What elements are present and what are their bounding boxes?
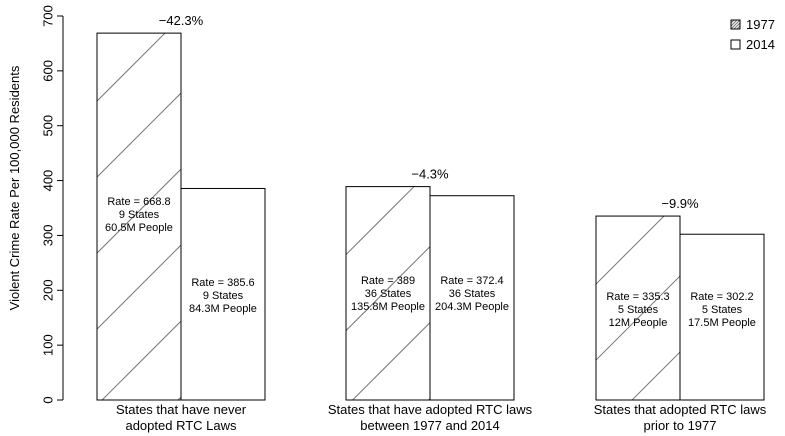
bar-value-label: 5 States — [618, 304, 659, 316]
legend-swatch — [730, 19, 741, 30]
bar-value-label: Rate = 302.2 — [690, 291, 753, 303]
hatch-pattern — [346, 186, 430, 400]
legend-label: 2014 — [746, 37, 775, 52]
legend-hatch-line — [731, 20, 732, 21]
y-tick-label: 0 — [40, 396, 55, 403]
bars — [96, 32, 765, 401]
bar-value-label: 36 States — [365, 288, 412, 300]
category-label: between 1977 and 2014 — [360, 418, 500, 433]
legend-hatch-line — [736, 25, 740, 29]
legend-hatch-line — [731, 20, 738, 27]
category-label: adopted RTC Laws — [125, 418, 237, 433]
bar-fill — [97, 33, 181, 401]
y-axis-label: Violent Crime Rate Per 100,000 Residents — [7, 65, 22, 310]
bar-1977 — [345, 186, 431, 401]
y-tick-label: 300 — [40, 225, 55, 247]
legend-label: 1977 — [746, 17, 775, 32]
hatch-line — [352, 321, 430, 400]
bar-value-label: 204.3M People — [435, 301, 509, 313]
bar-value-label: 84.3M People — [189, 303, 257, 315]
bar-value-label: Rate = 389 — [361, 275, 415, 287]
category-label: States that have adopted RTC laws — [328, 402, 533, 417]
category-label: States that have never — [116, 402, 247, 417]
hatch-line — [596, 216, 665, 285]
y-tick-label: 600 — [40, 60, 55, 82]
hatch-pattern — [596, 216, 680, 400]
bar-value-label: 5 States — [702, 304, 743, 316]
legend-item-2014: 2014 — [730, 37, 775, 52]
y-tick-label: 500 — [40, 115, 55, 137]
legend-hatch-line — [731, 20, 735, 24]
bar-outline — [180, 187, 266, 401]
y-tick-label: 200 — [40, 279, 55, 301]
bar-value-label: 36 States — [449, 288, 496, 300]
bar-outline — [679, 233, 765, 401]
legend-hatch-line — [733, 22, 740, 29]
hatch-line — [631, 351, 680, 400]
bar-value-label: 17.5M People — [688, 317, 756, 329]
hatch-line — [101, 320, 181, 401]
bar-fill — [680, 234, 764, 400]
category-label: prior to 1977 — [644, 418, 717, 433]
bar-fill — [181, 188, 265, 400]
legend-swatch — [730, 39, 741, 50]
hatch-line — [346, 186, 415, 256]
y-tick-label: 100 — [40, 334, 55, 356]
percent-change-label: −42.3% — [159, 13, 204, 28]
bar-outline — [429, 195, 515, 401]
bar-value-label: Rate = 385.6 — [191, 277, 254, 289]
legend: 1977 2014 — [730, 17, 775, 52]
category-label: States that adopted RTC laws — [594, 402, 767, 417]
hatch-line — [97, 168, 181, 254]
hatch-pattern — [97, 33, 181, 401]
hatch-line — [346, 245, 430, 332]
legend-item-1977: 1977 — [730, 17, 775, 32]
bar-2014 — [180, 187, 266, 401]
bar-value-label: Rate = 372.4 — [440, 275, 503, 287]
bar-2014 — [679, 233, 765, 401]
bar-value-label: 12M People — [609, 317, 668, 329]
bar-value-label: 9 States — [119, 209, 160, 221]
hatch-line — [596, 275, 680, 361]
percent-change-label: −9.9% — [661, 196, 699, 211]
legend-swatch-bg — [731, 40, 740, 49]
bar-value-label: 135.8M People — [351, 301, 425, 313]
hatch-line — [97, 92, 181, 178]
bar-1977 — [595, 215, 681, 401]
bar-value-label: 60.5M People — [105, 222, 173, 234]
bar-value-label: 9 States — [203, 290, 244, 302]
percent-change-label: −4.3% — [411, 167, 449, 182]
axes: 0 100 200 300 400 500 600 700 — [40, 5, 64, 404]
bar-2014 — [429, 195, 515, 401]
y-tick-label: 400 — [40, 170, 55, 192]
legend-hatch — [731, 20, 740, 29]
hatch-line — [97, 244, 181, 330]
bar-value-label: Rate = 335.3 — [606, 291, 669, 303]
bar-fill — [430, 195, 514, 400]
bar-fill — [596, 216, 680, 400]
legend-hatch-line — [731, 20, 740, 29]
bar-value-label: Rate = 668.8 — [107, 196, 170, 208]
y-tick-label: 700 — [40, 5, 55, 27]
